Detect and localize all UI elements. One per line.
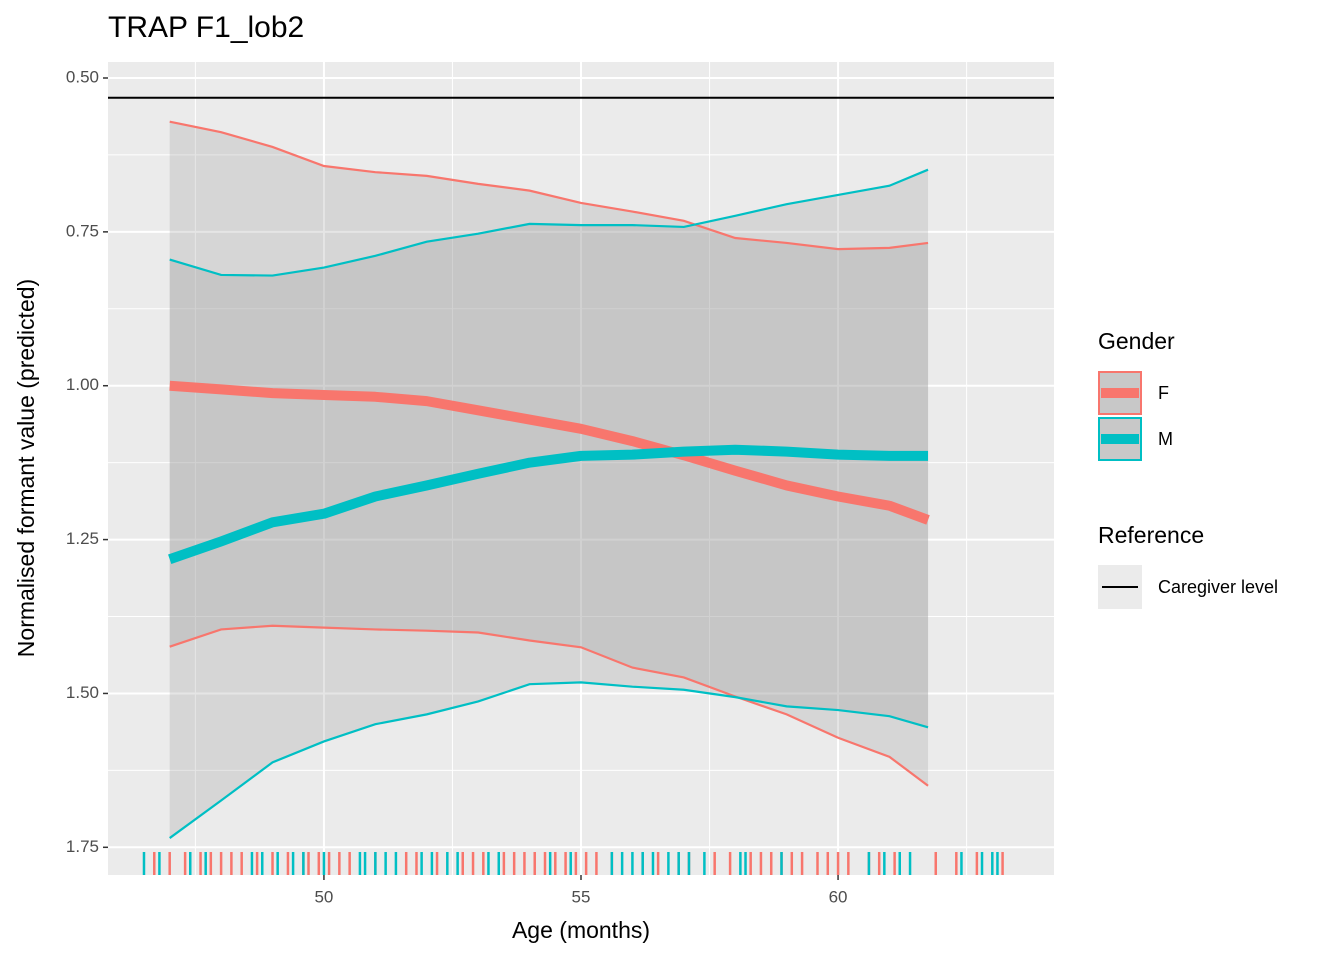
- y-tick-label: 1.75: [66, 837, 99, 856]
- confidence-band: [169, 169, 929, 839]
- x-tick-label: 55: [572, 887, 591, 906]
- legend-title: Reference: [1098, 522, 1204, 548]
- y-axis-title: Normalised formant value (predicted): [13, 279, 39, 657]
- x-tick-label: 50: [314, 887, 333, 906]
- legend-label: F: [1158, 383, 1169, 403]
- x-tick-label: 60: [829, 887, 848, 906]
- y-tick-label: 1.00: [66, 375, 99, 394]
- legend-title: Gender: [1098, 328, 1175, 354]
- y-tick-label: 1.50: [66, 683, 99, 702]
- mean-line: [168, 444, 929, 565]
- y-tick-label: 0.75: [66, 221, 99, 240]
- y-tick-label: 1.25: [66, 529, 99, 548]
- legend-label: Caregiver level: [1158, 577, 1278, 597]
- confidence-bound: [169, 624, 929, 787]
- legend-label: M: [1158, 429, 1173, 449]
- y-tick-label: 0.50: [66, 67, 99, 86]
- chart-title: TRAP F1_lob2: [108, 11, 304, 44]
- confidence-bound: [169, 168, 929, 277]
- mean-line: [169, 380, 930, 525]
- confidence-bound: [169, 681, 929, 839]
- confidence-band: [169, 121, 929, 786]
- confidence-bound: [169, 120, 929, 251]
- x-axis-title: Age (months): [512, 917, 650, 943]
